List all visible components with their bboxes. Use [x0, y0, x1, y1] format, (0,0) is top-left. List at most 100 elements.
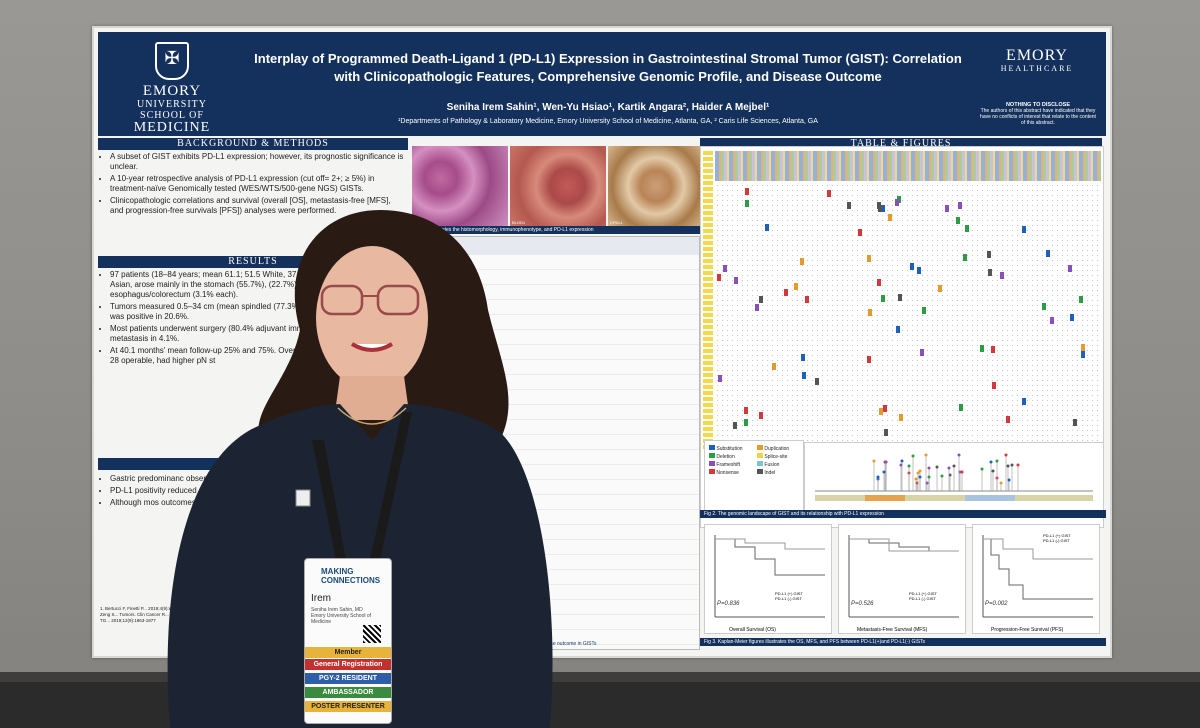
lollipop-head	[989, 460, 993, 464]
references: 1. Bertucci F, Finetti P... 2019;4(9):e0…	[100, 606, 217, 623]
mutation-mark	[867, 255, 871, 262]
lollipop-head	[947, 466, 951, 470]
mutation-mark	[1000, 272, 1004, 279]
oncoprint-annotation-tracks	[715, 151, 1101, 181]
lollipop-head	[999, 481, 1003, 485]
mutation-mark	[881, 205, 885, 212]
lollipop-head	[918, 475, 922, 479]
mutation-mark	[877, 279, 881, 286]
mutation-mark	[898, 294, 902, 301]
mutation-mark	[899, 414, 903, 421]
lollipop-head	[876, 475, 880, 479]
mutation-mark	[723, 265, 727, 272]
lanyard-left	[312, 440, 346, 560]
mutation-mark	[883, 405, 887, 412]
lollipop-head	[911, 454, 915, 458]
mutation-mark	[847, 202, 851, 209]
mutation-mark	[717, 274, 721, 281]
mutation-mark	[1050, 317, 1054, 324]
mutation-mark	[1022, 226, 1026, 233]
mutation-mark	[1081, 344, 1085, 351]
mutation-legend: Substitution Deletion Frameshift Nonsens…	[704, 440, 804, 512]
poster-title: Interplay of Programmed Death-Ligand 1 (…	[254, 51, 962, 84]
poster-header: EMORY UNIVERSITY SCHOOL OF MEDICINE Inte…	[98, 32, 1106, 136]
mutation-mark	[1042, 303, 1046, 310]
badge-ambassador-strip: AMBASSADOR	[305, 687, 391, 698]
lollipop-head	[957, 453, 961, 457]
mutation-mark	[784, 289, 788, 296]
mutation-mark	[988, 269, 992, 276]
mutation-mark	[945, 205, 949, 212]
disclosure-note: NOTHING TO DISCLOSE The authors of this …	[980, 102, 1096, 126]
lollipop-head	[927, 466, 931, 470]
lollipop-head	[907, 464, 911, 468]
conference-badge: MAKING CONNECTIONS Irem Seniha Irem Sahi…	[304, 558, 392, 724]
lollipop-head	[882, 470, 886, 474]
lollipop-head	[1007, 478, 1011, 482]
mutation-mark	[922, 307, 926, 314]
section-background: BACKGROUND & METHODS	[98, 138, 408, 150]
badge-name: Irem	[311, 593, 331, 604]
mutation-mark	[987, 251, 991, 258]
mutation-mark	[745, 188, 749, 195]
mutation-mark	[959, 404, 963, 411]
mutation-mark	[867, 356, 871, 363]
lollipop-head	[1016, 463, 1020, 467]
lollipop-head	[1010, 463, 1014, 467]
mutation-mark	[868, 309, 872, 316]
lollipop-svg	[815, 453, 1093, 501]
mutation-mark	[888, 214, 892, 221]
mutation-mark	[772, 363, 776, 370]
histology-image-he: ALHAB	[412, 146, 508, 226]
badge-role-strip: PGY-2 RESIDENT	[305, 673, 391, 684]
badge-registration-strip: General Registration	[305, 659, 391, 670]
lollipop-head	[924, 453, 928, 457]
mutation-mark	[963, 254, 967, 261]
mutation-mark	[991, 346, 995, 353]
necklace	[337, 407, 407, 425]
mutation-mark	[759, 412, 763, 419]
mutation-mark	[917, 267, 921, 274]
mutation-mark	[910, 263, 914, 270]
emory-medicine-logo: EMORY UNIVERSITY SCHOOL OF MEDICINE	[112, 40, 232, 136]
mutation-mark	[755, 304, 759, 311]
badge-presenter-strip: POSTER PRESENTER	[305, 701, 391, 712]
mutation-mark	[802, 372, 806, 379]
lollipop-head	[872, 459, 876, 463]
lollipop-head	[935, 465, 939, 469]
km-plot-os: P=0.836 Overall Survival (OS) PD-L1 (+) …	[704, 524, 832, 634]
mutation-mark	[895, 199, 899, 206]
mutation-mark	[958, 202, 962, 209]
mutation-mark	[759, 296, 763, 303]
mutation-mark	[827, 190, 831, 197]
mutation-mark	[920, 349, 924, 356]
km-plot-mfs: P=0.526 Metastasis-Free Survival (MFS) P…	[838, 524, 966, 634]
km-curve-os	[714, 535, 825, 618]
neck	[334, 376, 410, 420]
histology-image-pdl1: CPDL1	[608, 146, 704, 226]
lollipop-plot	[804, 442, 1104, 512]
background-text: A subset of GIST exhibits PD-L1 expressi…	[100, 152, 406, 218]
lollipop-head	[918, 469, 922, 473]
lollipop-head	[900, 459, 904, 463]
mutation-mark	[1081, 351, 1085, 358]
mutation-mark	[877, 202, 881, 209]
badge-member-strip: Member	[305, 647, 391, 658]
lollipop-head	[914, 477, 918, 481]
poster-authors: Seniha Irem Sahin¹, Wen-Yu Hsiao¹, Karti…	[446, 102, 770, 113]
mutation-mark	[896, 326, 900, 333]
qr-code-icon	[363, 625, 381, 643]
lanyard-right	[370, 412, 412, 560]
mutation-mark	[805, 296, 809, 303]
mutation-mark	[794, 283, 798, 290]
mutation-mark	[980, 345, 984, 352]
km-curve-pfs	[982, 535, 1093, 618]
mutation-mark	[744, 419, 748, 426]
lollipop-head	[995, 459, 999, 463]
lollipop-head	[980, 467, 984, 471]
mutation-mark	[897, 196, 901, 203]
mutation-mark	[1006, 416, 1010, 423]
face	[316, 246, 428, 390]
mutation-mark	[1022, 398, 1026, 405]
